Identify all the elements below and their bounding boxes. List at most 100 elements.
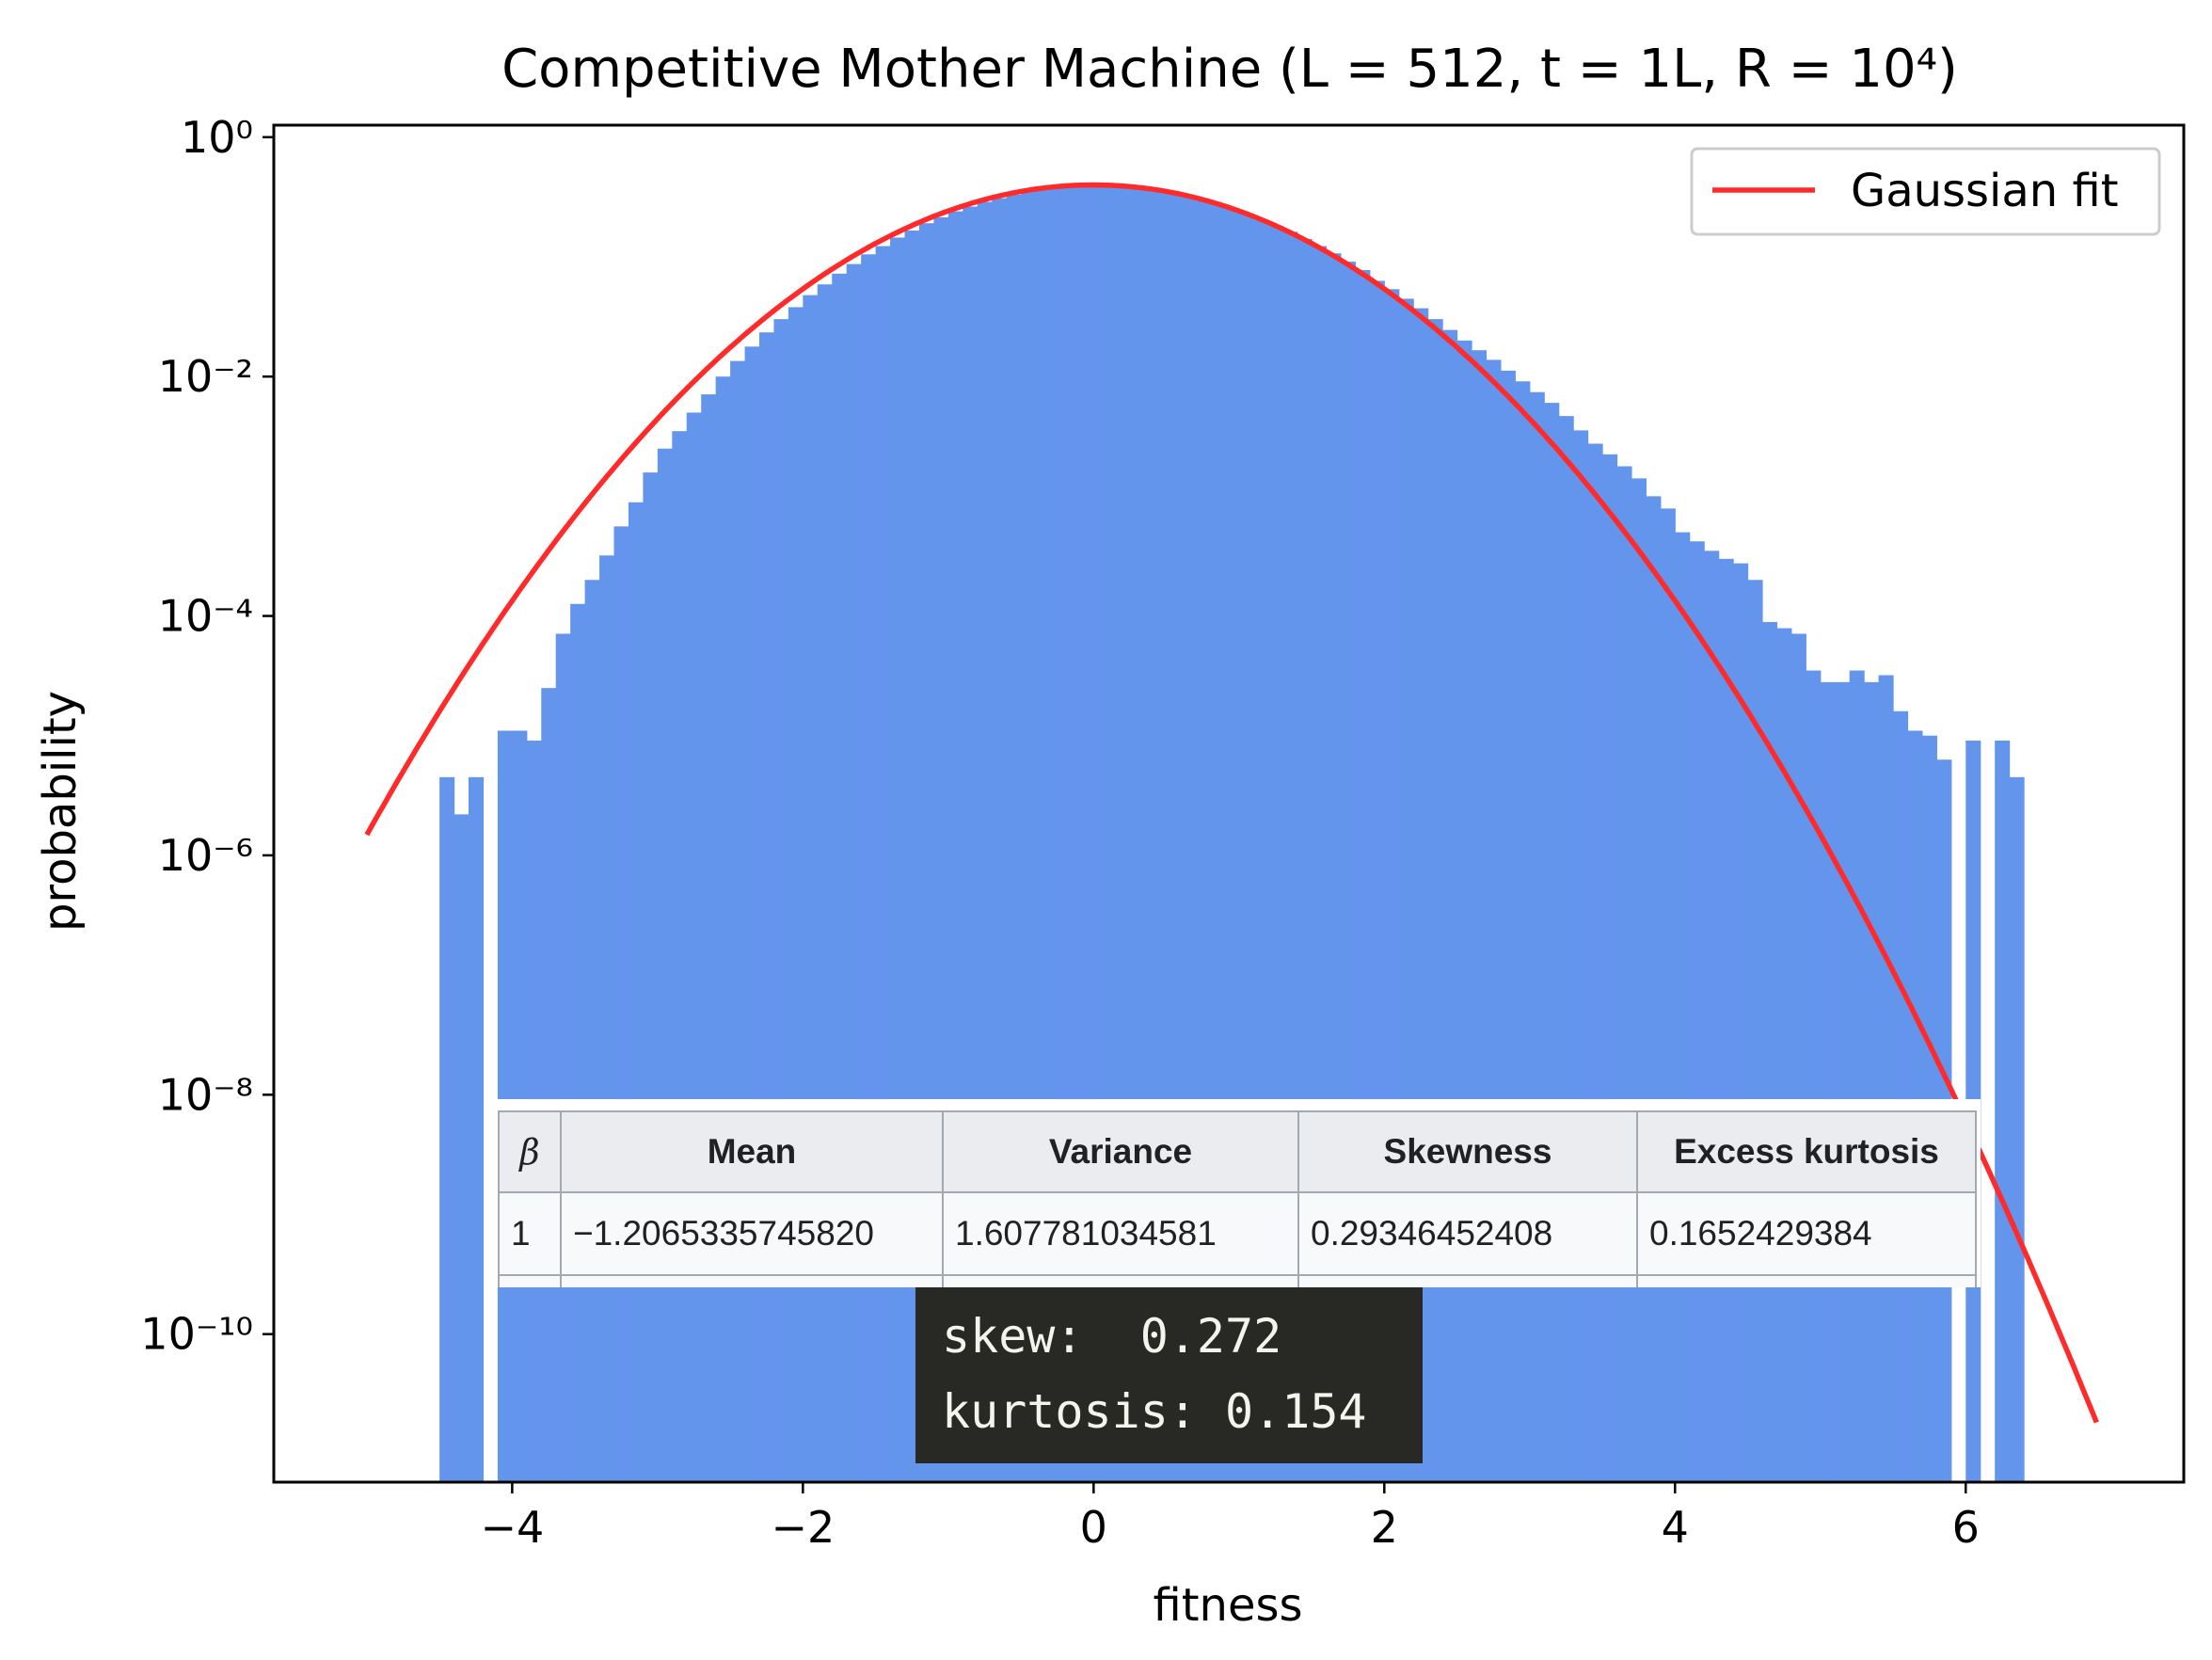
x-tick-label: 6 [1952, 1502, 1980, 1553]
gaussian-fit-line [364, 182, 2099, 1424]
histogram-bar [1893, 710, 1909, 1482]
y-tick-label: 10⁻¹⁰ [140, 1309, 253, 1360]
header-mean: Mean [560, 1110, 944, 1193]
y-tick-label: 10⁻⁸ [158, 1069, 253, 1120]
chart-title: Competitive Mother Machine (L = 512, t =… [501, 39, 1958, 100]
y-tick-label: 10⁰ [181, 112, 253, 163]
histogram-bar [715, 376, 731, 1482]
histogram-bar [1820, 681, 1836, 1482]
x-tick-label: 2 [1371, 1502, 1398, 1553]
histogram-bar [875, 246, 891, 1482]
histogram-bar [1675, 532, 1691, 1482]
histogram-bar [1442, 329, 1458, 1482]
histogram-bar [1718, 558, 1734, 1482]
cell-skewness: 0.29346452408 [1297, 1191, 1638, 1276]
histogram-bar [701, 394, 717, 1482]
histogram-bar [1471, 350, 1488, 1482]
y-axis-label: probability [34, 691, 87, 932]
x-axis: −4 −2 0 2 4 6 [480, 1482, 1980, 1553]
histogram-bar [1646, 496, 1662, 1482]
histogram-bar [1849, 670, 1865, 1482]
header-skewness: Skewness [1297, 1110, 1638, 1193]
cell-beta: 1 [498, 1191, 562, 1276]
y-tick-label: 10⁻⁴ [158, 591, 253, 642]
histogram-bar [1427, 319, 1443, 1482]
histogram-bar [1587, 443, 1603, 1482]
histogram-bar [803, 295, 819, 1482]
histogram-bar [1616, 466, 1632, 1482]
histogram-bar [730, 360, 746, 1482]
kurtosis-output: kurtosis: 0.154 [942, 1384, 1367, 1439]
histogram-bar [469, 776, 485, 1482]
histogram-bar [1806, 670, 1822, 1482]
legend-box [1690, 147, 2161, 236]
code-output-box: skew: 0.272 kurtosis: 0.154 [915, 1287, 1423, 1463]
histogram-bar [599, 555, 615, 1482]
histogram-bar [1660, 508, 1676, 1482]
plot-frame [272, 123, 2186, 1484]
histogram-bar [439, 776, 455, 1482]
cell-excess-kurtosis: 0.1652429384 [1636, 1191, 1977, 1276]
histogram-bar [1515, 381, 1531, 1482]
histogram-bar [1790, 633, 1806, 1482]
cell-variance: 1.607781034581 [942, 1191, 1299, 1276]
histogram-bar [1486, 359, 1502, 1482]
histogram-bar [1835, 681, 1851, 1482]
histogram-bar [788, 307, 804, 1482]
histogram-bar [1776, 628, 1792, 1482]
table-row: 1 −1.2065335745820 1.607781034581 0.2934… [498, 1191, 1977, 1276]
histogram-bar [1500, 370, 1516, 1482]
y-tick-label: 10⁻² [158, 351, 253, 402]
histogram-bar [773, 319, 789, 1482]
y-axis: 10⁰ 10⁻² 10⁻⁴ 10⁻⁶ 10⁻⁸ 10⁻¹⁰ [140, 112, 274, 1360]
legend: Gaussian fit [1690, 147, 2161, 236]
histogram-bar [1602, 454, 1618, 1482]
header-beta: β [498, 1110, 562, 1193]
statistics-table: β Mean Variance Skewness Excess kurtosis… [498, 1110, 1977, 1287]
skew-output: skew: 0.272 [942, 1309, 1282, 1364]
histogram-bar [758, 332, 775, 1482]
histogram-bar [1689, 541, 1705, 1482]
header-excess-kurtosis: Excess kurtosis [1636, 1110, 1977, 1193]
x-axis-label: fitness [1153, 1579, 1302, 1632]
histogram-bar [454, 814, 469, 1482]
histogram-bar [1704, 551, 1720, 1482]
histogram-bar [1878, 675, 1894, 1482]
table-header-row: β Mean Variance Skewness Excess kurtosis [498, 1110, 1977, 1193]
histogram-bar [1558, 416, 1574, 1482]
x-tick-label: 0 [1080, 1502, 1107, 1553]
histogram-bar [1573, 430, 1589, 1482]
histogram-bar [846, 263, 862, 1482]
legend-label-gaussian-fit: Gaussian fit [1851, 165, 2119, 217]
histogram-bar [686, 412, 702, 1482]
x-tick-label: 4 [1662, 1502, 1689, 1553]
cell-mean: −1.2065335745820 [560, 1191, 944, 1276]
histogram-bar [1995, 740, 2011, 1482]
histogram-bar [643, 472, 659, 1482]
histogram-bar [2009, 776, 2025, 1482]
x-tick-label: −2 [771, 1502, 835, 1553]
histogram-bar [817, 284, 833, 1482]
histogram-bar [570, 603, 586, 1482]
histogram-bar [1631, 478, 1647, 1482]
header-variance: Variance [942, 1110, 1299, 1193]
table-row-partial [498, 1274, 1977, 1287]
histogram-bar [1544, 403, 1560, 1482]
histogram-bar [1864, 681, 1880, 1482]
histogram-bar [672, 431, 688, 1482]
histogram-bar [1529, 391, 1545, 1482]
histogram-bar [832, 273, 848, 1482]
x-tick-label: −4 [480, 1502, 544, 1553]
histogram-bar [657, 448, 673, 1482]
histogram-bar [861, 254, 877, 1482]
statistics-table-overlay: β Mean Variance Skewness Excess kurtosis… [485, 1099, 1981, 1287]
histogram-bar [555, 633, 571, 1482]
histogram-bar [1456, 340, 1472, 1482]
histogram-bar [541, 688, 557, 1482]
y-tick-label: 10⁻⁶ [158, 830, 253, 881]
histogram-bar [628, 502, 645, 1482]
histogram-bar [584, 580, 600, 1482]
histogram-bar [890, 237, 906, 1482]
histogram-bar [744, 346, 760, 1482]
